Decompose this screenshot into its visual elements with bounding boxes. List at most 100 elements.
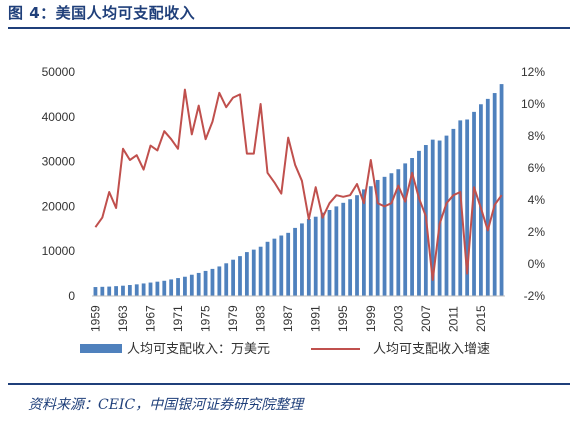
left-tick-label: 50000 xyxy=(42,65,76,79)
income-bar xyxy=(238,256,242,296)
right-tick-label: -2% xyxy=(524,289,546,303)
income-bar xyxy=(444,135,449,296)
income-bar xyxy=(403,163,408,296)
income-bar xyxy=(189,274,194,296)
right-tick-label: 0% xyxy=(528,257,546,271)
income-bar xyxy=(341,202,346,296)
income-bar xyxy=(286,232,291,296)
x-tick-label: 1995 xyxy=(336,305,350,332)
x-tick-label: 1999 xyxy=(364,305,378,332)
income-bar xyxy=(499,84,504,296)
income-bar xyxy=(355,195,359,296)
income-bar xyxy=(417,150,421,296)
income-bar xyxy=(327,209,332,296)
income-bar xyxy=(492,93,497,296)
income-bar xyxy=(320,212,325,296)
income-bar xyxy=(224,263,229,296)
income-bar xyxy=(176,278,180,296)
income-bar xyxy=(141,283,146,296)
income-bar xyxy=(348,199,353,296)
right-tick-label: 6% xyxy=(528,161,546,175)
x-tick-label: 1975 xyxy=(199,305,213,332)
income-bar xyxy=(100,286,105,296)
income-bar xyxy=(183,276,187,296)
income-bar xyxy=(375,179,380,296)
left-tick-label: 40000 xyxy=(42,110,76,124)
income-bar xyxy=(361,189,366,296)
income-bar xyxy=(382,176,387,296)
right-axis-ticks: -2% 0% 2% 4% 6% 8% 10% 12% xyxy=(521,65,545,303)
x-tick-label: 2015 xyxy=(474,305,488,332)
right-tick-label: 10% xyxy=(521,97,545,111)
legend-line-label: 人均可支配收入增速 xyxy=(373,342,490,357)
income-bar xyxy=(437,140,442,296)
x-tick-label: 1971 xyxy=(171,305,185,332)
growth-rate-line xyxy=(94,88,503,281)
income-bar xyxy=(155,281,160,296)
income-bar xyxy=(251,249,256,296)
top-divider xyxy=(8,27,570,29)
income-bar xyxy=(210,268,215,296)
income-bar xyxy=(293,227,297,296)
income-bar xyxy=(368,186,373,296)
left-tick-label: 10000 xyxy=(42,244,76,258)
income-bar xyxy=(479,104,483,296)
income-bars xyxy=(93,84,504,296)
x-tick-label: 1979 xyxy=(226,305,240,332)
income-bar xyxy=(396,169,401,296)
income-bar xyxy=(134,284,139,296)
income-bar xyxy=(217,266,222,296)
income-bar xyxy=(148,282,153,296)
right-tick-label: 12% xyxy=(521,65,545,79)
x-tick-label: 2007 xyxy=(419,305,433,332)
income-bar xyxy=(272,238,277,296)
income-bar xyxy=(279,235,284,296)
income-bar xyxy=(306,218,311,296)
x-tick-label: 2003 xyxy=(391,305,405,332)
right-tick-label: 8% xyxy=(528,129,546,143)
x-tick-label: 1963 xyxy=(116,305,130,332)
income-bar xyxy=(244,252,249,296)
x-tick-label: 1959 xyxy=(88,305,102,332)
x-tick-label: 1983 xyxy=(254,305,268,332)
income-bar xyxy=(231,259,236,296)
income-bar xyxy=(472,111,476,296)
left-tick-label: 0 xyxy=(68,289,75,303)
income-bar xyxy=(458,120,463,296)
income-bar xyxy=(162,280,167,296)
x-axis-ticks: 1959 1963 1967 1971 1975 1979 1983 1987 1991 1995… xyxy=(88,305,487,332)
x-tick-label: 1967 xyxy=(144,305,158,332)
bottom-divider xyxy=(8,383,570,385)
income-chart: 0 10000 20000 30000 40000 50000 -2% 0% 2% 4% 6% 8%… xyxy=(42,65,546,357)
income-bar xyxy=(334,206,339,296)
x-tick-label: 2011 xyxy=(446,306,460,332)
x-tick-label: 1987 xyxy=(281,305,295,332)
income-bar xyxy=(265,241,270,296)
income-bar xyxy=(451,128,456,296)
income-bar xyxy=(196,272,201,296)
source-note: 资料来源：CEIC，中国银河证券研究院整理 xyxy=(28,397,304,413)
income-bar xyxy=(485,98,490,296)
income-bar xyxy=(430,139,435,296)
legend: 人均可支配收入：万美元 人均可支配收入增速 xyxy=(80,342,490,357)
income-bar xyxy=(107,286,112,296)
income-bar xyxy=(300,223,304,296)
income-bar xyxy=(121,285,125,296)
left-tick-label: 20000 xyxy=(42,199,76,213)
income-bar xyxy=(169,279,174,296)
legend-bar-swatch xyxy=(80,344,122,353)
figure-title: 图 4：美国人均可支配收入 xyxy=(8,4,196,22)
right-tick-label: 2% xyxy=(528,225,546,239)
x-tick-label: 1991 xyxy=(309,305,323,332)
left-axis-ticks: 0 10000 20000 30000 40000 50000 xyxy=(42,65,76,303)
income-bar xyxy=(389,173,394,296)
income-bar xyxy=(93,287,98,296)
right-tick-label: 4% xyxy=(528,193,546,207)
left-tick-label: 30000 xyxy=(42,155,76,169)
income-bar xyxy=(465,119,470,296)
income-bar xyxy=(114,286,118,296)
income-bar xyxy=(127,285,132,296)
income-bar xyxy=(410,158,414,296)
legend-bar-label: 人均可支配收入：万美元 xyxy=(127,342,270,357)
income-bar xyxy=(258,246,263,296)
